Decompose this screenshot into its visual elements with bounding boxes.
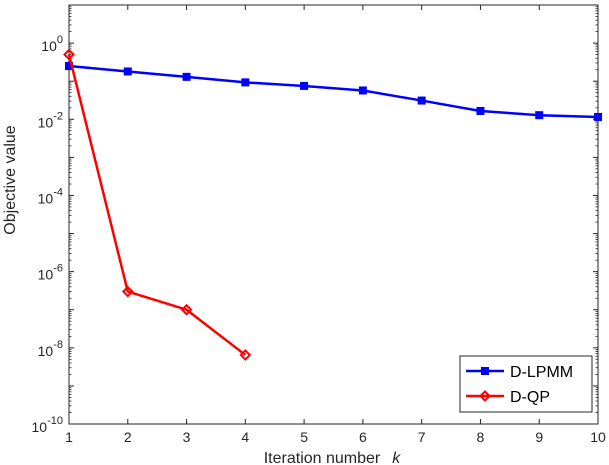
x-tick-label: 2 [124, 429, 132, 445]
x-tick-label: 6 [359, 429, 367, 445]
data-point [479, 390, 491, 402]
data-point [180, 303, 193, 316]
y-tick-label: 10-6 [38, 263, 63, 283]
x-tick-label: 8 [477, 429, 485, 445]
y-axis-label: Objective value [2, 125, 19, 234]
x-tick-label: 1 [65, 429, 73, 445]
data-point [121, 285, 134, 298]
series-d-qp [63, 48, 252, 361]
data-point [123, 67, 132, 76]
legend-box [459, 355, 593, 413]
series-d-lpmm [65, 62, 602, 121]
x-tick-label: 10 [590, 429, 606, 445]
data-point [481, 367, 489, 375]
legend-label: D-LPMM [510, 364, 573, 381]
x-tick-label: 3 [183, 429, 191, 445]
x-axis-label: Iteration number k [264, 450, 402, 465]
series-line [67, 54, 247, 356]
y-tick-label: 10-2 [38, 110, 63, 130]
x-tick-label: 7 [418, 429, 426, 445]
y-tick-label: 10-4 [38, 186, 63, 206]
y-tick-label: 10-8 [38, 339, 63, 359]
data-point [594, 112, 602, 121]
legend-item: D-QP [466, 389, 550, 406]
series-line [68, 64, 599, 119]
data-point [63, 48, 75, 61]
data-point [300, 81, 309, 90]
legend-label: D-QP [510, 389, 550, 406]
data-point [241, 78, 250, 87]
x-tick-label: 4 [241, 429, 249, 445]
series-layer [63, 48, 602, 361]
x-tick-label: 9 [535, 429, 543, 445]
legend: D-LPMM D-QP [459, 355, 593, 413]
data-point [358, 86, 367, 95]
y-tick-label: 10-10 [32, 415, 63, 435]
data-point [535, 111, 544, 120]
data-point [182, 72, 191, 81]
data-point [476, 106, 485, 115]
x-tick-label: 5 [300, 429, 308, 445]
y-tick-label: 100 [41, 34, 63, 54]
legend-item: D-LPMM [466, 364, 573, 381]
x-axis: 1 2 3 4 5 6 7 8 9 10 [65, 5, 606, 445]
data-point [239, 349, 252, 361]
y-axis: 100 10-2 10-4 10-6 10-8 10-10 [32, 4, 598, 435]
data-point [417, 96, 426, 105]
